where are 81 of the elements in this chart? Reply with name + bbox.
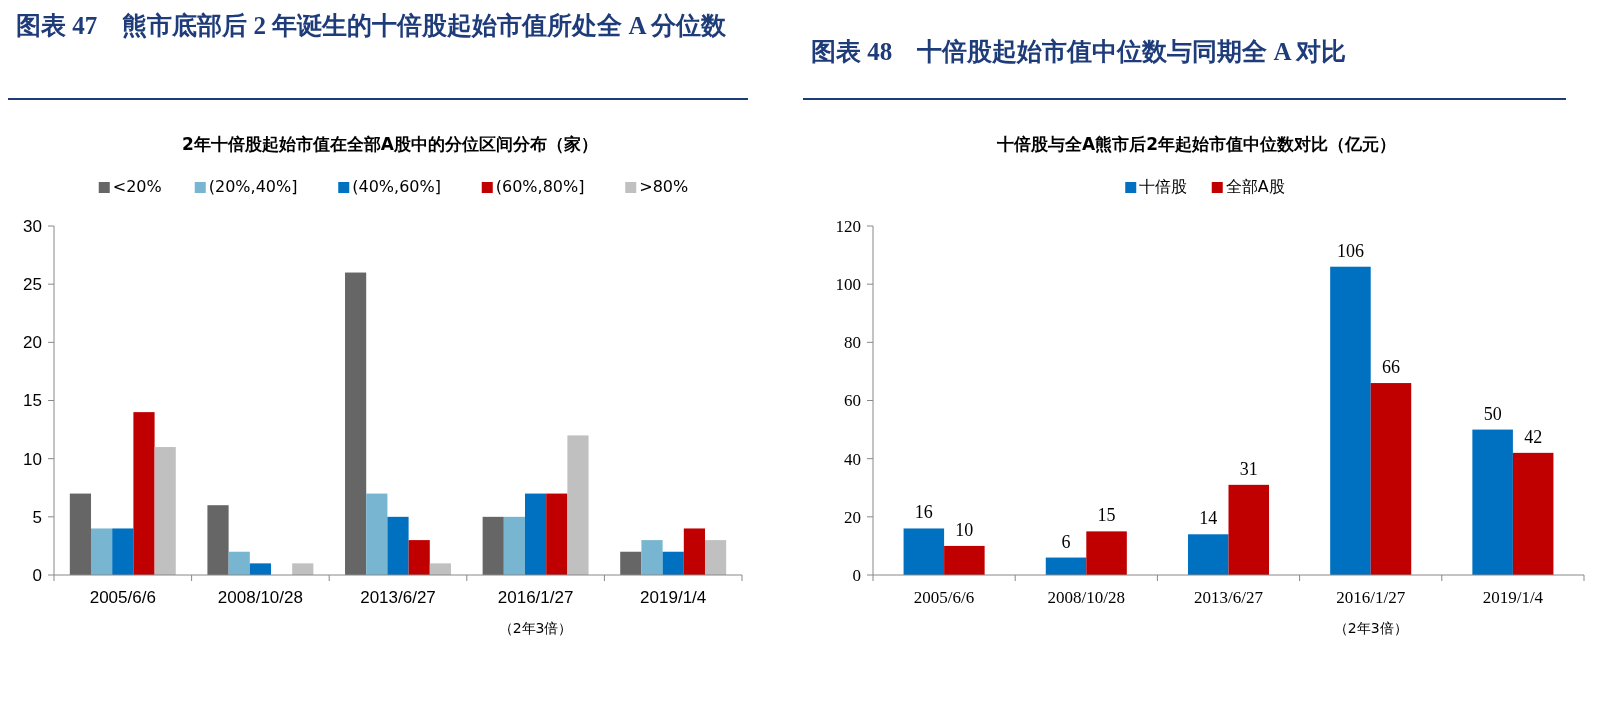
bar <box>69 493 92 575</box>
bar <box>620 551 642 575</box>
x-tick-label: 2016/1/27 <box>1336 588 1406 607</box>
y-tick-label: 0 <box>32 565 42 585</box>
bar <box>1228 484 1270 575</box>
data-label: 42 <box>1524 426 1543 447</box>
x-tick-label: 2013/6/27 <box>360 588 436 607</box>
y-tick-label: 10 <box>23 449 42 469</box>
bar <box>366 493 388 575</box>
x-tick-label: 2016/1/27 <box>497 588 574 607</box>
legend-label: (20%,40%] <box>208 177 298 196</box>
bar <box>1187 534 1229 575</box>
bar <box>641 540 663 575</box>
legend-label: (60%,80%] <box>495 177 585 196</box>
y-tick-label: 120 <box>835 216 861 236</box>
legend-label: <20% <box>112 177 162 196</box>
data-label: 10 <box>955 519 974 540</box>
bar <box>704 540 727 575</box>
bar <box>482 516 504 575</box>
bar <box>546 493 568 575</box>
bar <box>1330 266 1371 575</box>
chart-subtitle: 十倍股与全A熊市后2年起始市值中位数对比（亿元） <box>996 134 1396 154</box>
data-label: 14 <box>1199 508 1218 529</box>
x-tick-label: 2005/6/6 <box>913 588 975 607</box>
legend-label: 十倍股 <box>1139 177 1188 196</box>
data-label: 16 <box>914 502 933 523</box>
chart-title: 图表 48 十倍股起始市值中位数与同期全 A 对比 <box>811 37 1347 67</box>
bar <box>91 528 113 575</box>
bar <box>429 563 451 575</box>
x-tick-label: 2005/6/6 <box>89 588 156 607</box>
bar <box>154 447 176 575</box>
data-label: 6 <box>1061 531 1071 552</box>
chart-title: 图表 47 熊市底部后 2 年诞生的十倍股起始市值所处全 A 分位数 <box>16 11 727 41</box>
legend-label: (40%,60%] <box>352 177 441 196</box>
bar <box>207 505 229 575</box>
data-label: 31 <box>1239 458 1258 479</box>
bar <box>503 516 525 575</box>
bar <box>249 563 271 575</box>
bar <box>1512 452 1554 575</box>
bar <box>662 551 684 575</box>
bar <box>1045 557 1087 575</box>
bar <box>1472 429 1513 575</box>
y-tick-label: 80 <box>844 333 861 353</box>
bar <box>567 435 589 575</box>
data-label: 106 <box>1336 240 1364 261</box>
y-tick-label: 20 <box>23 333 42 353</box>
legend-label: 全部A股 <box>1225 177 1285 196</box>
y-tick-label: 100 <box>835 275 861 295</box>
legend-label: >80% <box>639 177 689 196</box>
y-tick-label: 15 <box>23 391 42 411</box>
y-tick-label: 40 <box>844 449 861 469</box>
bar <box>683 528 705 575</box>
y-tick-label: 30 <box>23 216 42 236</box>
bar <box>112 528 134 575</box>
x-tick-label: 2019/1/4 <box>1482 588 1544 607</box>
y-tick-label: 5 <box>32 507 42 527</box>
bar <box>408 540 430 575</box>
bar <box>345 272 367 575</box>
data-label: 50 <box>1483 403 1502 424</box>
y-tick-label: 20 <box>844 507 861 527</box>
bar <box>1086 531 1127 575</box>
y-tick-label: 0 <box>852 565 861 585</box>
data-label: 15 <box>1097 505 1116 526</box>
bar <box>133 412 155 575</box>
chart-subtitle: 2年十倍股起始市值在全部A股中的分位区间分布（家） <box>182 134 598 154</box>
x-tick-label: 2008/10/28 <box>1047 588 1126 607</box>
bar <box>228 551 250 575</box>
x-tick-label: 2013/6/27 <box>1194 588 1264 607</box>
bar <box>525 493 547 575</box>
y-tick-label: 25 <box>23 275 42 295</box>
bar <box>903 528 945 575</box>
x-tick-label: 2019/1/4 <box>640 588 707 607</box>
bar <box>387 516 409 575</box>
data-label: 66 <box>1381 357 1400 378</box>
bar <box>944 545 985 575</box>
text: （2年3倍） <box>498 620 573 636</box>
text: （2年3倍） <box>1333 620 1408 636</box>
bar <box>292 563 314 575</box>
y-tick-label: 60 <box>844 391 861 411</box>
x-tick-label: 2008/10/28 <box>217 588 303 607</box>
bar <box>1370 383 1412 575</box>
